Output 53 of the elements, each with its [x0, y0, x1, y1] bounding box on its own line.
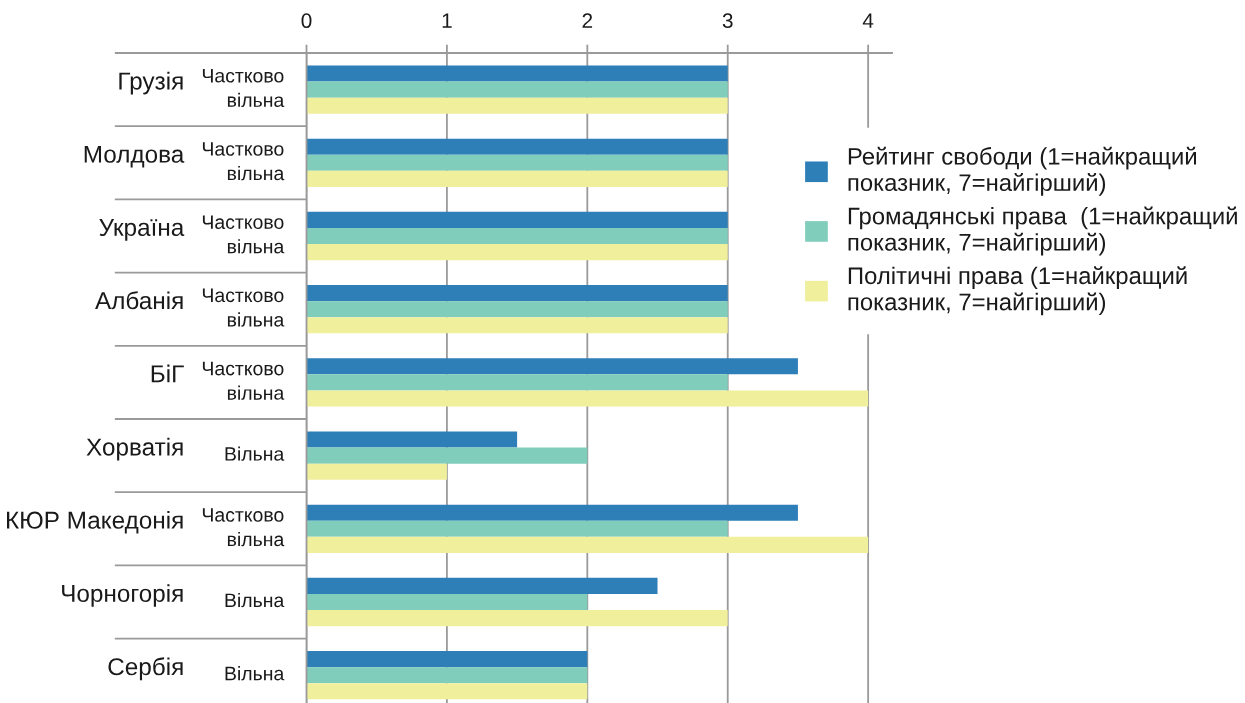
y2-tick-label: Частково вільна [202, 142, 285, 181]
bar [306, 431, 518, 448]
y2-tick-label: Частково вільна [202, 508, 285, 547]
y-tick-label: Україна [99, 219, 185, 241]
bar [306, 610, 728, 627]
y2-tick-label: Вільна [225, 446, 285, 461]
y-tick-label: БіГ [151, 364, 184, 383]
y2-tick-label: Вільна [225, 666, 285, 681]
bar [306, 447, 588, 464]
bar [306, 301, 728, 318]
bar [306, 667, 588, 684]
bar [306, 358, 798, 375]
bar [306, 97, 728, 114]
x-tick-label: 2 [582, 13, 593, 28]
y-tick-label: Хорватія [86, 437, 183, 461]
bar [306, 374, 728, 391]
x-tick-label: 3 [722, 13, 733, 29]
bar [306, 390, 869, 407]
x-tick-label: 1 [442, 13, 452, 28]
bar [306, 536, 869, 553]
bar [306, 211, 728, 228]
bar [306, 520, 728, 537]
bar [306, 577, 658, 594]
bar [306, 227, 728, 245]
y-tick-label: Чорногорія [62, 584, 183, 607]
y-tick-label: Албанія [95, 291, 183, 310]
bar [306, 154, 728, 171]
bar [306, 317, 728, 334]
y-tick-label: Молдова [84, 145, 185, 168]
y2-tick-label: Вільна [225, 592, 285, 608]
bar [306, 463, 447, 480]
bar [306, 138, 728, 155]
legend-label: Рейтинг свободи (1=найкращий показник, 7=найгірший) [848, 146, 1196, 196]
legend-label: Громадянські права (1=найкращий показник, 7=найгірший) [848, 206, 1237, 256]
y2-tick-label: Частково вільна [202, 69, 285, 108]
bar [306, 81, 728, 98]
y-tick-label: Сербія [108, 657, 183, 681]
bar [306, 683, 588, 700]
y-tick-label: КЮР Македонія [7, 510, 183, 534]
bar [306, 170, 728, 187]
y-tick-label: Грузія [119, 71, 183, 95]
y2-tick-label: Частково вільна [202, 288, 285, 327]
bar [306, 504, 798, 521]
y2-tick-label: Частково вільна [202, 215, 285, 254]
legend-label: Політичні права (1=найкращий показник, 7=найгірший) [848, 266, 1187, 316]
bar [306, 593, 588, 611]
x-tick-label: 4 [862, 13, 874, 28]
y2-tick-label: Частково вільна [202, 361, 285, 400]
bar [306, 65, 728, 82]
bar [306, 285, 728, 302]
bar [306, 651, 588, 668]
x-tick-label: 0 [301, 13, 312, 29]
bar [306, 244, 728, 261]
